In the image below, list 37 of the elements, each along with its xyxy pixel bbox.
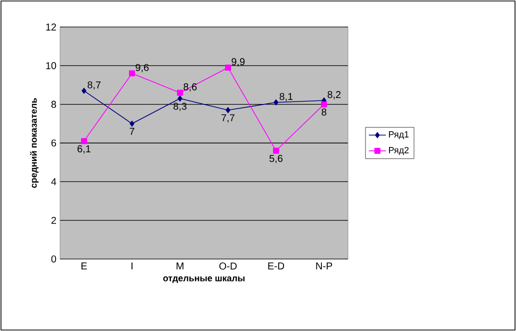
data-label: 8,2	[328, 91, 341, 100]
data-label: 8,7	[88, 81, 101, 90]
data-label: 6,1	[78, 145, 90, 154]
point	[81, 138, 88, 144]
point	[321, 101, 328, 108]
y-tick-label: 12	[46, 24, 56, 30]
point	[129, 70, 136, 76]
y-tick-label: 4	[51, 178, 56, 186]
data-label: 8	[322, 108, 326, 116]
data-label: 9,6	[136, 64, 149, 72]
y-axis-title: средний показатель	[30, 98, 39, 188]
x-tick-label: O-D	[219, 262, 237, 270]
x-tick-label: E-D	[268, 262, 284, 270]
legend-label: Ряд2	[389, 146, 409, 155]
legend-label: Ряд1	[389, 131, 409, 140]
x-tick-label: M	[176, 262, 184, 270]
point	[225, 64, 232, 71]
data-label: 9,9	[232, 58, 245, 66]
x-tick-label: N-P	[316, 262, 332, 270]
point	[273, 148, 280, 154]
point	[177, 90, 184, 96]
data-label: 5,6	[269, 154, 282, 164]
point	[226, 107, 230, 114]
data-label: 7,7	[222, 114, 234, 122]
point	[82, 88, 86, 94]
y-tick-label: 0	[51, 255, 56, 263]
data-label: 7	[130, 128, 134, 135]
point	[130, 120, 134, 127]
y-tick-label: 2	[51, 216, 56, 224]
y-tick-label: 10	[46, 62, 56, 70]
x-axis-title: отдельные шкалы	[163, 276, 244, 284]
point	[178, 96, 182, 102]
x-tick-label: E	[81, 262, 87, 270]
data-label: 8,1	[280, 92, 293, 102]
y-tick-label: 6	[51, 139, 56, 147]
y-tick-label: 8	[51, 100, 56, 108]
point	[274, 99, 278, 106]
